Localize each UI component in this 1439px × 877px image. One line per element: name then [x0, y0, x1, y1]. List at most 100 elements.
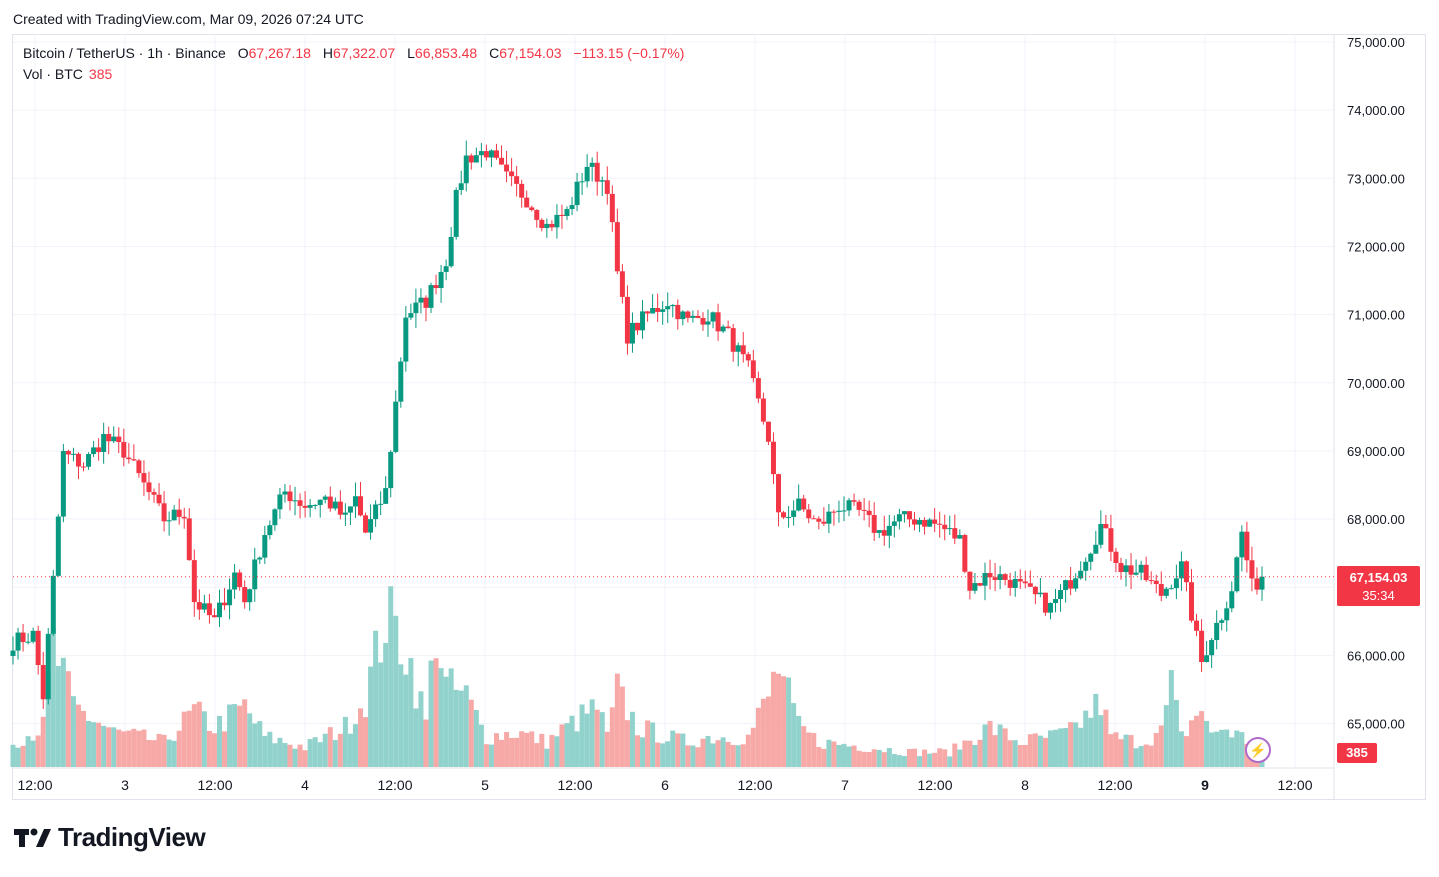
volume-bar — [811, 733, 817, 767]
close-label: C — [489, 45, 500, 61]
volume-bar — [352, 724, 358, 767]
candle-body — [1138, 564, 1144, 573]
volume-bar — [126, 730, 132, 767]
candle-body — [131, 459, 137, 461]
volume-bar — [166, 739, 172, 767]
low-label: L — [407, 45, 415, 61]
symbol-label[interactable]: Bitcoin / TetherUS · 1h · Binance — [23, 45, 226, 61]
candle-body — [81, 466, 87, 468]
volume-label[interactable]: Vol · BTC — [23, 66, 83, 82]
high-label: H — [322, 45, 333, 61]
candle-body — [896, 514, 902, 522]
volume-bar — [1178, 731, 1184, 767]
lightning-icon[interactable]: ⚡ — [1245, 737, 1271, 763]
volume-bar — [917, 756, 923, 767]
volume-bar — [755, 707, 761, 767]
volume-bar — [65, 671, 71, 767]
volume-bar — [509, 737, 515, 767]
candle-body — [624, 296, 630, 344]
volume-bar — [196, 701, 202, 767]
volume-bar — [977, 739, 983, 767]
candle-body — [781, 512, 787, 518]
volume-bar — [710, 743, 716, 767]
candle-body — [826, 511, 832, 524]
volume-bar — [257, 721, 263, 767]
volume-bar — [1053, 729, 1059, 767]
candle-body — [10, 650, 16, 657]
created-with-text: Created with TradingView.com, Mar 09, 20… — [13, 11, 364, 27]
volume-bar — [841, 743, 847, 767]
candle-body — [1239, 531, 1245, 558]
candle-body — [1168, 588, 1174, 590]
candle-body — [1188, 582, 1194, 621]
candle-body — [1042, 592, 1048, 613]
volume-bar — [1194, 715, 1200, 767]
tradingview-logo[interactable]: TradingView — [14, 822, 206, 853]
candle-body — [428, 285, 434, 308]
candle-body — [86, 454, 92, 467]
volume-bar — [937, 748, 943, 767]
volume-bar — [554, 736, 560, 767]
candle-body — [267, 525, 273, 536]
candle-body — [997, 574, 1003, 580]
candle-body — [569, 205, 575, 210]
candle-body — [1027, 583, 1033, 587]
volume-bar — [655, 742, 661, 767]
candle-body — [20, 632, 26, 643]
volume-bar — [539, 733, 545, 767]
volume-bar — [635, 735, 640, 767]
volume-bar — [796, 715, 802, 767]
volume-bar — [650, 722, 656, 767]
candle-body — [635, 322, 640, 331]
volume-bar — [1118, 739, 1124, 767]
volume-bar — [715, 740, 721, 767]
volume-bar — [559, 724, 565, 767]
volume-bar — [398, 664, 404, 767]
volume-bar — [740, 744, 746, 767]
volume-bar — [1002, 728, 1008, 767]
candle-body — [277, 494, 283, 510]
candle-body — [640, 311, 646, 331]
volume-bar — [725, 741, 731, 767]
volume-bar — [1188, 720, 1194, 767]
candle-body — [1083, 561, 1089, 571]
candle-body — [1068, 580, 1074, 589]
candle-body — [710, 312, 716, 322]
volume-bar — [891, 753, 897, 767]
volume-bar — [760, 698, 766, 767]
volume-bar — [720, 737, 726, 767]
candle-body — [1173, 578, 1179, 589]
volume-bar — [801, 726, 807, 767]
volume-bar — [962, 740, 968, 767]
volume-bar — [388, 586, 394, 767]
volume-bar — [222, 731, 228, 767]
volume-bar — [342, 716, 348, 767]
volume-bar — [101, 725, 107, 767]
candle-body — [408, 313, 414, 318]
candle-body — [1053, 599, 1059, 604]
volume-bar — [680, 733, 686, 767]
candle-body — [237, 572, 243, 588]
candle-body — [342, 512, 348, 515]
volume-bar — [358, 708, 364, 767]
candle-body — [509, 171, 515, 177]
x-tick-label: 12:00 — [197, 777, 232, 793]
candle-body — [327, 496, 333, 509]
candle-body — [534, 210, 540, 220]
volume-bar — [408, 658, 414, 767]
candle-body — [1128, 565, 1134, 575]
candle-body — [468, 155, 474, 163]
candle-body — [1244, 531, 1250, 561]
candle-body — [307, 505, 313, 508]
volume-bar — [1173, 699, 1179, 767]
volume-bar — [1022, 744, 1028, 767]
volume-bar — [1214, 731, 1220, 767]
candle-body — [141, 473, 147, 483]
candle-body — [458, 183, 464, 190]
volume-bar — [947, 756, 953, 767]
volume-bar — [1027, 734, 1033, 767]
candle-body — [1234, 557, 1240, 592]
candle-body — [660, 309, 666, 312]
candle-body — [1178, 561, 1184, 579]
